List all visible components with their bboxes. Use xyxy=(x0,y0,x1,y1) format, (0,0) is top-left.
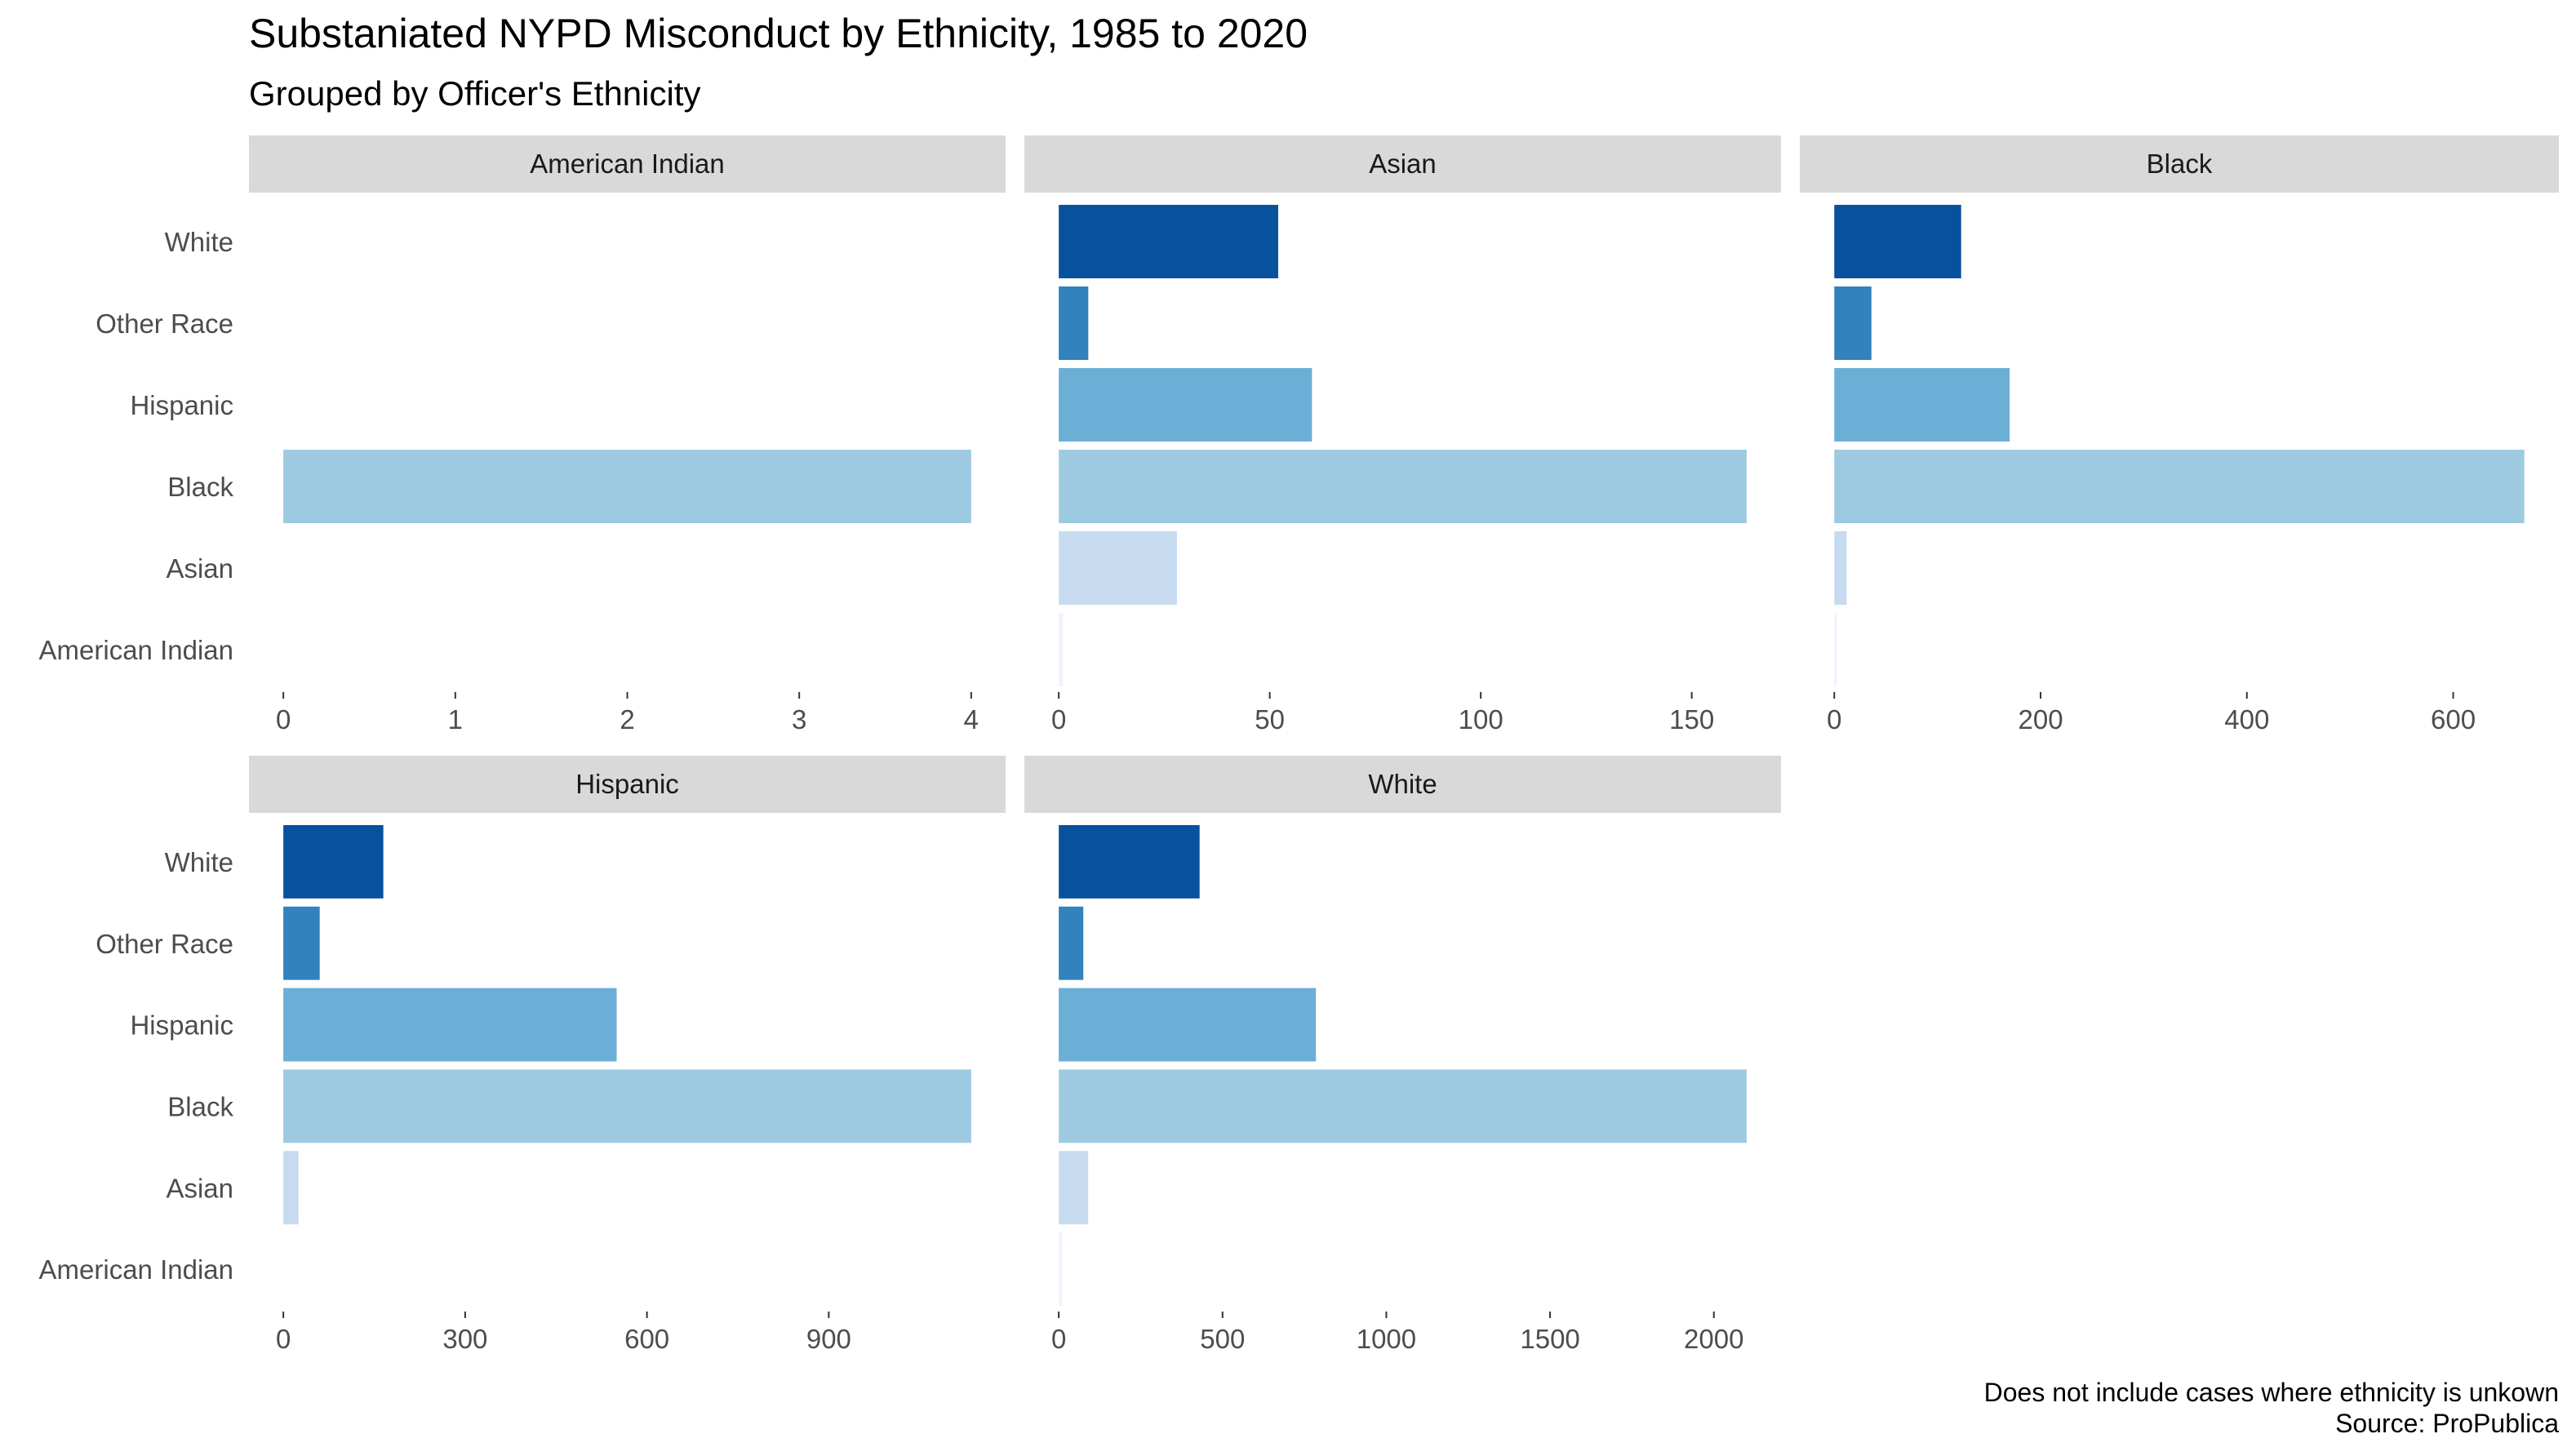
x-tick-label: 400 xyxy=(2224,704,2269,735)
facet-strip xyxy=(1800,135,2559,193)
facet-american-indian: American Indian White Other Race Hispanic Bl… xyxy=(39,135,1006,735)
bar-asian-black xyxy=(1059,450,1747,523)
bar-asian-hispanic xyxy=(1059,368,1312,442)
chart-title: Substaniated NYPD Misconduct by Ethnicit… xyxy=(249,11,1308,56)
facet-strip-label: Black xyxy=(2147,149,2213,179)
facet-strip xyxy=(1024,135,1781,193)
x-tick-label: 100 xyxy=(1459,704,1503,735)
bar-hispanic-hispanic xyxy=(283,988,617,1062)
bar-black-hispanic xyxy=(1834,368,2010,442)
bar-hispanic-black xyxy=(283,1069,971,1143)
x-tick-label: 0 xyxy=(276,1324,291,1354)
facet-strip xyxy=(1024,756,1781,813)
facet-strip-label: Asian xyxy=(1369,149,1437,179)
bar-white-american-indian xyxy=(1059,1232,1063,1307)
category-label: Hispanic xyxy=(130,1010,233,1041)
category-label: Black xyxy=(167,1091,233,1121)
bar-asian-american-indian xyxy=(1059,613,1064,686)
x-tick-label: 2000 xyxy=(1684,1324,1743,1354)
bar-black-white xyxy=(1834,205,1961,278)
x-tick-label: 0 xyxy=(276,704,291,735)
bar-asian-other-race xyxy=(1059,286,1089,360)
bar-black-black xyxy=(1834,450,2525,523)
category-label: American Indian xyxy=(39,1254,233,1285)
bar-white-black xyxy=(1059,1069,1747,1143)
bar-hispanic-asian xyxy=(283,1151,299,1225)
bar-white-hispanic xyxy=(1059,988,1317,1062)
category-label: Black xyxy=(167,472,233,502)
x-tick-label: 50 xyxy=(1255,704,1285,735)
x-tick-label: 600 xyxy=(624,1324,669,1354)
bar-black-other-race xyxy=(1834,286,1872,360)
category-label: Other Race xyxy=(95,929,233,959)
facet-strip xyxy=(249,135,1006,193)
x-tick-label: 0 xyxy=(1827,704,1841,735)
x-tick-label: 500 xyxy=(1200,1324,1245,1354)
x-tick-label: 200 xyxy=(2018,704,2063,735)
x-tick-label: 150 xyxy=(1669,704,1714,735)
facet-white: White 0 500 1000 1500 2000 xyxy=(1024,756,1781,1354)
category-label: Asian xyxy=(166,553,233,584)
facet-black: Black 0 200 400 600 xyxy=(1800,135,2559,735)
facet-strip-label: Hispanic xyxy=(575,769,679,799)
category-label: American Indian xyxy=(39,635,233,665)
bar-white-asian xyxy=(1059,1151,1089,1225)
bar-white-other-race xyxy=(1059,906,1084,980)
facet-strip-label: American Indian xyxy=(530,149,724,179)
x-tick-label: 0 xyxy=(1051,704,1066,735)
x-tick-label: 900 xyxy=(806,1324,851,1354)
category-label: Other Race xyxy=(95,309,233,339)
facet-strip-label: White xyxy=(1368,769,1437,799)
x-tick-label: 1000 xyxy=(1357,1324,1416,1354)
bar-hispanic-white xyxy=(283,824,384,899)
bar-black-asian xyxy=(1834,531,1847,605)
x-tick-label: 300 xyxy=(442,1324,487,1354)
bar-hispanic-other-race xyxy=(283,906,320,980)
facet-asian: Asian 0 50 100 150 xyxy=(1024,135,1781,735)
category-label: Asian xyxy=(166,1173,233,1203)
chart-subtitle: Grouped by Officer's Ethnicity xyxy=(249,74,701,113)
bar-white-white xyxy=(1059,824,1200,899)
x-tick-label: 1500 xyxy=(1520,1324,1579,1354)
category-label: White xyxy=(165,847,233,877)
bar-asian-asian xyxy=(1059,531,1177,605)
facet-hispanic: Hispanic White Other Race Hispanic Black Asia… xyxy=(39,756,1006,1354)
category-label: White xyxy=(165,227,233,257)
category-label: Hispanic xyxy=(130,390,233,420)
caption-source: Source: ProPublica xyxy=(2335,1409,2559,1438)
facet-panels: American Indian White Other Race Hispanic Bl… xyxy=(39,135,2559,1354)
bar-american-indian-black xyxy=(283,450,971,523)
bar-black-american-indian xyxy=(1834,613,1837,686)
facet-strip xyxy=(249,756,1006,813)
x-tick-label: 1 xyxy=(448,704,463,735)
x-tick-label: 4 xyxy=(964,704,979,735)
x-tick-label: 600 xyxy=(2431,704,2476,735)
x-tick-label: 0 xyxy=(1051,1324,1066,1354)
bar-asian-white xyxy=(1059,205,1278,278)
x-tick-label: 3 xyxy=(792,704,806,735)
x-tick-label: 2 xyxy=(620,704,634,735)
caption-note: Does not include cases where ethnicity i… xyxy=(1984,1378,2559,1407)
